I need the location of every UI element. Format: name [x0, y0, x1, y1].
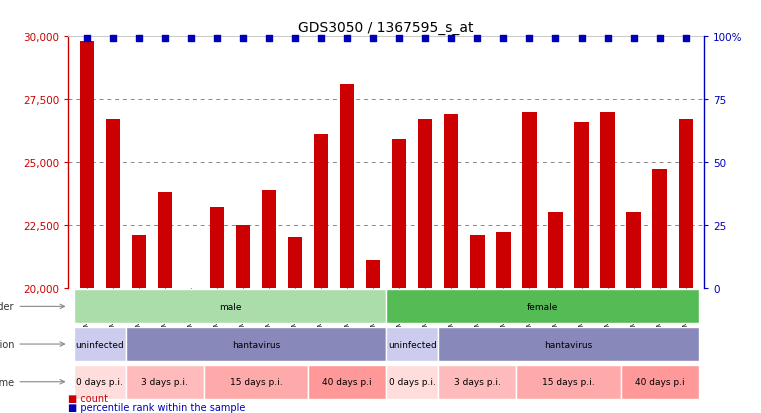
- Bar: [340, 85, 355, 288]
- Point: [524, 35, 536, 42]
- Bar: [387, 290, 699, 323]
- Bar: [438, 365, 517, 399]
- Bar: [74, 365, 126, 399]
- Text: 15 days p.i.: 15 days p.i.: [230, 377, 282, 386]
- Point: [211, 35, 223, 42]
- Point: [367, 35, 379, 42]
- Point: [185, 35, 197, 42]
- Bar: [626, 213, 641, 288]
- Bar: [288, 238, 302, 288]
- Point: [601, 35, 613, 42]
- Text: hantavirus: hantavirus: [232, 340, 280, 349]
- Text: 0 days p.i.: 0 days p.i.: [76, 377, 123, 386]
- Text: 3 days p.i.: 3 days p.i.: [454, 377, 501, 386]
- Bar: [496, 233, 511, 288]
- Point: [263, 35, 275, 42]
- Bar: [652, 170, 667, 288]
- Bar: [74, 327, 126, 361]
- Point: [419, 35, 431, 42]
- Bar: [132, 235, 146, 288]
- Bar: [575, 122, 589, 288]
- Bar: [470, 235, 485, 288]
- Bar: [444, 115, 458, 288]
- Bar: [74, 290, 387, 323]
- Bar: [438, 327, 699, 361]
- Bar: [262, 190, 276, 288]
- Bar: [387, 365, 438, 399]
- Bar: [679, 120, 693, 288]
- Point: [237, 35, 249, 42]
- Text: male: male: [218, 302, 241, 311]
- Point: [654, 35, 666, 42]
- Bar: [387, 327, 438, 361]
- Point: [497, 35, 509, 42]
- Bar: [418, 120, 432, 288]
- Point: [549, 35, 562, 42]
- Point: [289, 35, 301, 42]
- Bar: [204, 365, 308, 399]
- Bar: [366, 260, 380, 288]
- Point: [445, 35, 457, 42]
- Title: GDS3050 / 1367595_s_at: GDS3050 / 1367595_s_at: [298, 21, 474, 35]
- Point: [81, 35, 93, 42]
- Bar: [106, 120, 120, 288]
- Text: 40 days p.i: 40 days p.i: [323, 377, 372, 386]
- Bar: [600, 112, 615, 288]
- Bar: [549, 213, 562, 288]
- Bar: [210, 208, 224, 288]
- Bar: [620, 365, 699, 399]
- Text: 3 days p.i.: 3 days p.i.: [142, 377, 188, 386]
- Point: [315, 35, 327, 42]
- Text: 40 days p.i: 40 days p.i: [635, 377, 684, 386]
- Bar: [314, 135, 328, 288]
- Text: uninfected: uninfected: [75, 340, 124, 349]
- Point: [680, 35, 692, 42]
- Bar: [236, 225, 250, 288]
- Bar: [126, 365, 204, 399]
- Bar: [158, 192, 172, 288]
- Point: [628, 35, 640, 42]
- Point: [393, 35, 406, 42]
- Text: 0 days p.i.: 0 days p.i.: [389, 377, 436, 386]
- Text: gender: gender: [0, 301, 65, 311]
- Point: [132, 35, 145, 42]
- Text: uninfected: uninfected: [388, 340, 437, 349]
- Point: [341, 35, 353, 42]
- Point: [575, 35, 587, 42]
- Text: infection: infection: [0, 339, 65, 349]
- Text: 15 days p.i.: 15 days p.i.: [542, 377, 595, 386]
- Text: ■ percentile rank within the sample: ■ percentile rank within the sample: [68, 402, 246, 412]
- Text: hantavirus: hantavirus: [544, 340, 593, 349]
- Point: [107, 35, 119, 42]
- Bar: [308, 365, 387, 399]
- Bar: [392, 140, 406, 288]
- Bar: [522, 112, 537, 288]
- Bar: [517, 365, 620, 399]
- Text: female: female: [527, 302, 558, 311]
- Point: [471, 35, 483, 42]
- Point: [159, 35, 171, 42]
- Bar: [126, 327, 387, 361]
- Text: ■ count: ■ count: [68, 393, 109, 403]
- Text: time: time: [0, 377, 65, 387]
- Bar: [80, 42, 94, 288]
